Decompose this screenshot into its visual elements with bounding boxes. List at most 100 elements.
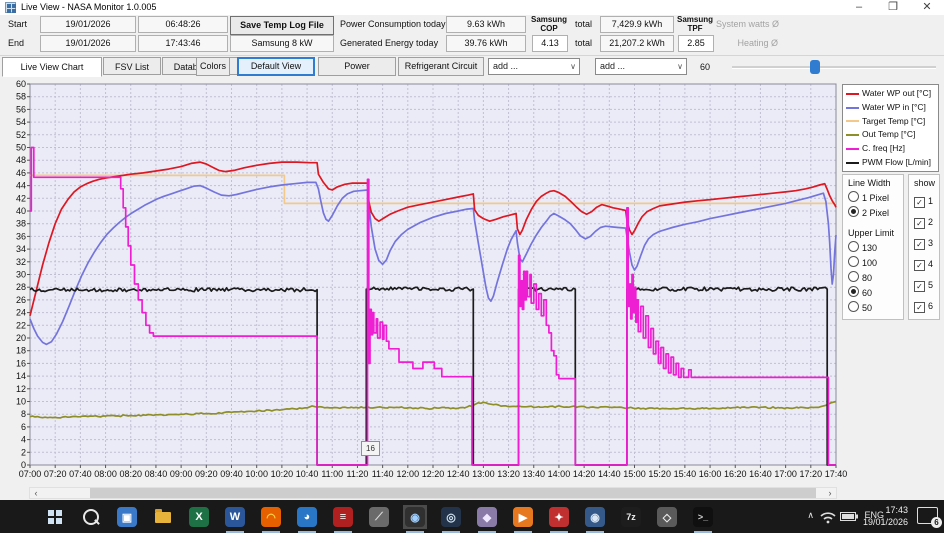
chart-h-scrollbar[interactable]: ‹ › [29, 487, 837, 499]
search-icon[interactable] [79, 505, 103, 529]
gimp-icon[interactable]: ◆ [475, 505, 499, 533]
device-field[interactable]: Samsung 8 kW [230, 35, 334, 52]
tray-clock[interactable]: 17:43 19/01/2026 [863, 504, 908, 528]
battery-icon[interactable] [840, 511, 858, 533]
tray-chevron-icon[interactable]: ∧ [807, 510, 814, 520]
minimize-button[interactable]: – [855, 1, 863, 13]
wifi-icon[interactable] [820, 510, 836, 533]
upper-limit-slider[interactable] [732, 60, 936, 74]
thunderbird-icon[interactable]: ◕ [295, 505, 319, 533]
radio-line-width-1-pixel[interactable]: 1 Pixel [848, 191, 903, 206]
irfanview-icon[interactable]: ✦ [547, 505, 571, 533]
start-date-field[interactable]: 19/01/2026 [40, 16, 136, 33]
legend-swatch [846, 161, 859, 164]
x-axis-tick-label: 12:00 [397, 469, 420, 479]
samsung-cop-value[interactable]: 4.13 [532, 35, 568, 52]
samsung-tpf-value[interactable]: 2.85 [678, 35, 714, 52]
start-grid-square [56, 518, 62, 524]
terminal-icon[interactable]: >_ [691, 505, 715, 533]
end-label: End [8, 38, 25, 48]
slider-thumb[interactable] [810, 60, 820, 74]
radio-upper-limit-100[interactable]: 100 [848, 256, 903, 271]
add-series-combo-2[interactable]: add ... ∨ [595, 58, 687, 75]
tab-fsv-list[interactable]: FSV List [103, 57, 161, 75]
default-view-button[interactable]: Default View [237, 57, 315, 76]
excel-icon-glyph: X [189, 507, 209, 527]
y-axis-tick-label: 22 [16, 320, 26, 330]
magnifier-glyph [83, 509, 99, 525]
tab-live-view-chart[interactable]: Live View Chart [2, 57, 102, 77]
refrigerant-circuit-button[interactable]: Refrigerant Circuit [398, 57, 484, 76]
legend-swatch [846, 106, 859, 109]
screen-magnifier-icon[interactable]: ◎ [439, 505, 463, 533]
chart-area[interactable]: 0 2 4 6 8 10 12 14 16 18 20 22 24 26 28 30 32 34 36 38 40 42 4… [0, 78, 944, 488]
notifications-icon[interactable]: 6 [917, 507, 942, 528]
x-axis-tick-label: 13:40 [522, 469, 545, 479]
add-series-combo-1[interactable]: add ... ∨ [488, 58, 580, 75]
legend-item: Out Temp [°C] [846, 128, 938, 142]
generated-energy-label: Generated Energy today [340, 38, 439, 48]
x-axis-tick-label: 10:20 [271, 469, 294, 479]
media-player-icon[interactable]: ▶ [511, 505, 535, 533]
show-checkbox-3[interactable]: ✓ 3 [914, 233, 939, 254]
x-axis-tick-label: 14:40 [598, 469, 621, 479]
show-checkbox-4[interactable]: ✓ 4 [914, 254, 939, 275]
media-player-icon-glyph: ▶ [513, 507, 533, 527]
x-axis-tick-label: 09:00 [170, 469, 193, 479]
end-time-field[interactable]: 17:43:46 [138, 35, 228, 52]
nasa-monitor-app-icon[interactable]: ◉ [403, 505, 427, 533]
end-date-field[interactable]: 19/01/2026 [40, 35, 136, 52]
y-axis-tick-label: 18 [16, 346, 26, 356]
colors-button[interactable]: Colors [196, 57, 230, 76]
seven-zip-icon[interactable]: 7z [619, 505, 643, 529]
live-chart[interactable]: 0246810121416182022242628303234363840424… [0, 78, 944, 488]
tool-icon[interactable]: ⟋ [367, 505, 391, 529]
show-checkbox-5[interactable]: ✓ 5 [914, 275, 939, 296]
x-axis-tick-label: 11:20 [347, 469, 369, 479]
scroll-right-icon[interactable]: › [828, 488, 832, 498]
y-axis-tick-label: 24 [16, 308, 26, 318]
photos-icon[interactable]: ▣ [115, 505, 139, 529]
maximize-button[interactable]: ❐ [888, 1, 898, 13]
y-axis-tick-label: 60 [16, 79, 26, 89]
firefox-icon[interactable]: ◠ [259, 505, 283, 533]
radio-line-width-2-pixel[interactable]: 2 Pixel [848, 206, 903, 221]
x-axis-tick-label: 08:20 [119, 469, 142, 479]
scroll-left-icon[interactable]: ‹ [34, 488, 38, 498]
file-explorer-icon[interactable] [151, 505, 175, 529]
language-indicator[interactable]: ENG [864, 510, 884, 520]
show-checkbox-1[interactable]: ✓ 1 [914, 191, 939, 212]
save-temp-log-button[interactable]: Save Temp Log File [230, 16, 334, 35]
legend-item: PWM Flow [L/min] [846, 156, 938, 170]
close-button[interactable]: ✕ [922, 1, 932, 13]
inkscape-icon[interactable]: ◇ [655, 505, 679, 529]
open-app-indicator [262, 531, 280, 533]
show-checkbox-6[interactable]: ✓ 6 [914, 296, 939, 317]
scrollbar-thumb[interactable] [90, 488, 816, 498]
legend-swatch [846, 120, 859, 123]
series-target-temp-c- [30, 174, 836, 205]
word-icon[interactable]: W [223, 505, 247, 533]
show-checkbox-2[interactable]: ✓ 2 [914, 212, 939, 233]
x-axis-tick-label: 09:20 [195, 469, 218, 479]
excel-icon[interactable]: X [187, 505, 211, 529]
series-water-wp-in-c- [29, 181, 837, 346]
radio-upper-limit-130[interactable]: 130 [848, 241, 903, 256]
radio-dot [848, 256, 859, 267]
power-button[interactable]: Power [318, 57, 396, 76]
start-button[interactable] [43, 505, 67, 529]
start-time-field[interactable]: 06:48:26 [138, 16, 228, 33]
radio-upper-limit-60[interactable]: 60 [848, 286, 903, 301]
title-bar: Live View - NASA Monitor 1.0.005 – ❐ ✕ [0, 0, 944, 15]
radio-upper-limit-50[interactable]: 50 [848, 301, 903, 316]
generated-energy-value: 39.76 kWh [446, 35, 526, 52]
legend-item: Water WP out [°C] [846, 87, 938, 101]
word-icon-glyph: W [225, 507, 245, 527]
camera-tool-icon[interactable]: ◉ [583, 505, 607, 533]
y-axis-tick-label: 42 [16, 193, 26, 203]
ebook-reader-icon[interactable]: ≡ [331, 505, 355, 533]
x-axis-tick-label: 16:20 [724, 469, 747, 479]
radio-upper-limit-80[interactable]: 80 [848, 271, 903, 286]
